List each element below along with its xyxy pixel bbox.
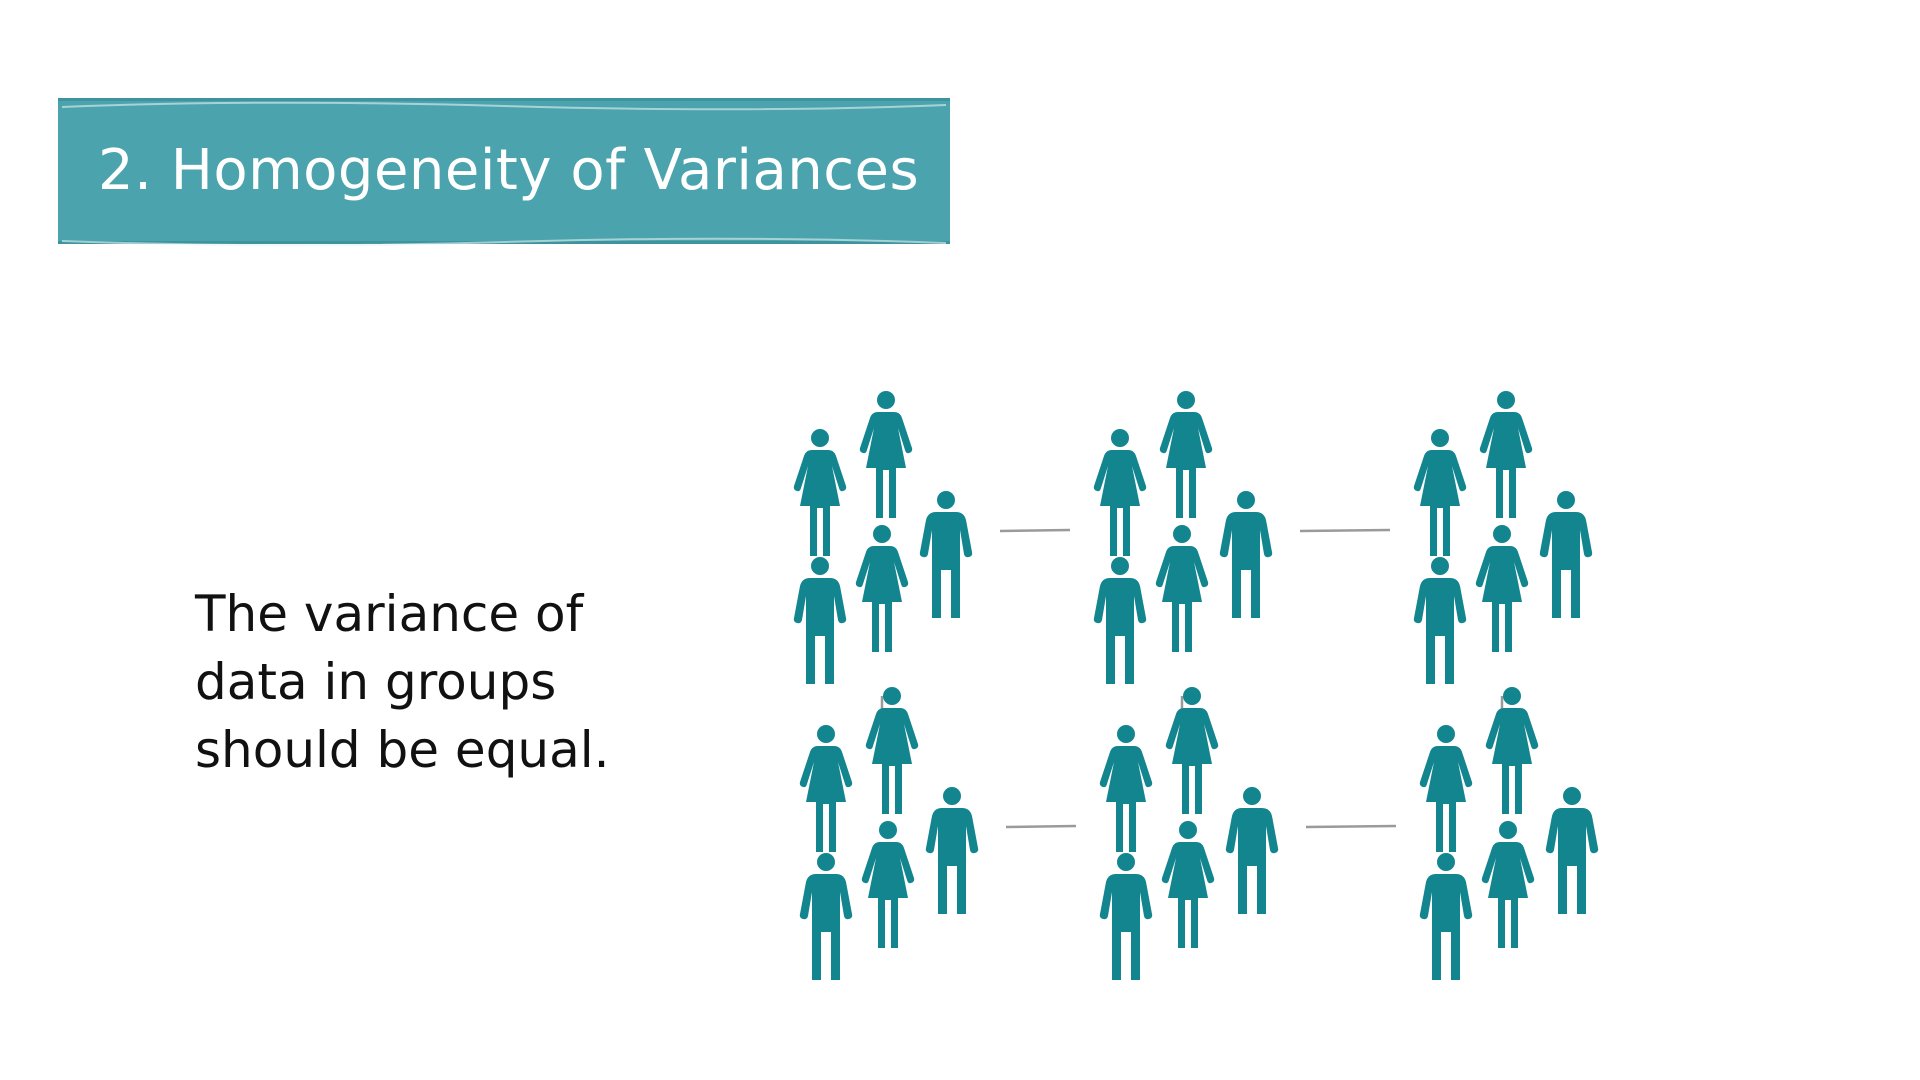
woman-person-icon [1419,725,1473,852]
woman-person-icon [1485,687,1539,814]
woman-person-icon [793,429,847,556]
woman-person-icon [799,725,853,852]
woman-person-icon [855,525,909,652]
slide-title: 2. Homogeneity of Variances [98,138,920,203]
woman-person-icon [1475,525,1529,652]
horizontal-connector-line [1305,824,1397,829]
woman-person-icon [1099,725,1153,852]
groups-figure [793,391,1599,980]
woman-person-icon [861,821,915,948]
people-group-1-3 [1413,391,1593,684]
woman-person-icon [865,687,919,814]
people-group-1-1 [793,391,973,684]
man-person-icon [793,557,847,684]
title-banner: 2. Homogeneity of Variances [58,98,950,247]
man-person-icon [925,787,979,914]
body-line-2: data in groups [195,653,557,711]
woman-person-icon [1161,821,1215,948]
horizontal-connector-line [999,528,1071,533]
woman-person-icon [1481,821,1535,948]
people-group-1-2 [1093,391,1273,684]
woman-person-icon [1159,391,1213,518]
slide-body-text: The variance of data in groups should be… [195,580,635,784]
body-line-1: The variance of [195,585,584,643]
woman-person-icon [1413,429,1467,556]
people-group-2-2 [1099,687,1279,980]
man-person-icon [919,491,973,618]
man-person-icon [1093,557,1147,684]
banner-frame [61,101,947,247]
man-person-icon [1539,491,1593,618]
man-person-icon [1419,853,1473,980]
body-line-3: should be equal. [195,721,610,779]
man-person-icon [1413,557,1467,684]
woman-person-icon [1479,391,1533,518]
man-person-icon [799,853,853,980]
man-person-icon [1545,787,1599,914]
man-person-icon [1225,787,1279,914]
woman-person-icon [859,391,913,518]
woman-person-icon [1165,687,1219,814]
people-group-2-1 [799,687,979,980]
people-group-2-3 [1419,687,1599,980]
horizontal-connector-line [1299,528,1391,533]
horizontal-connector-line [1005,824,1077,829]
woman-person-icon [1093,429,1147,556]
woman-person-icon [1155,525,1209,652]
man-person-icon [1219,491,1273,618]
man-person-icon [1099,853,1153,980]
